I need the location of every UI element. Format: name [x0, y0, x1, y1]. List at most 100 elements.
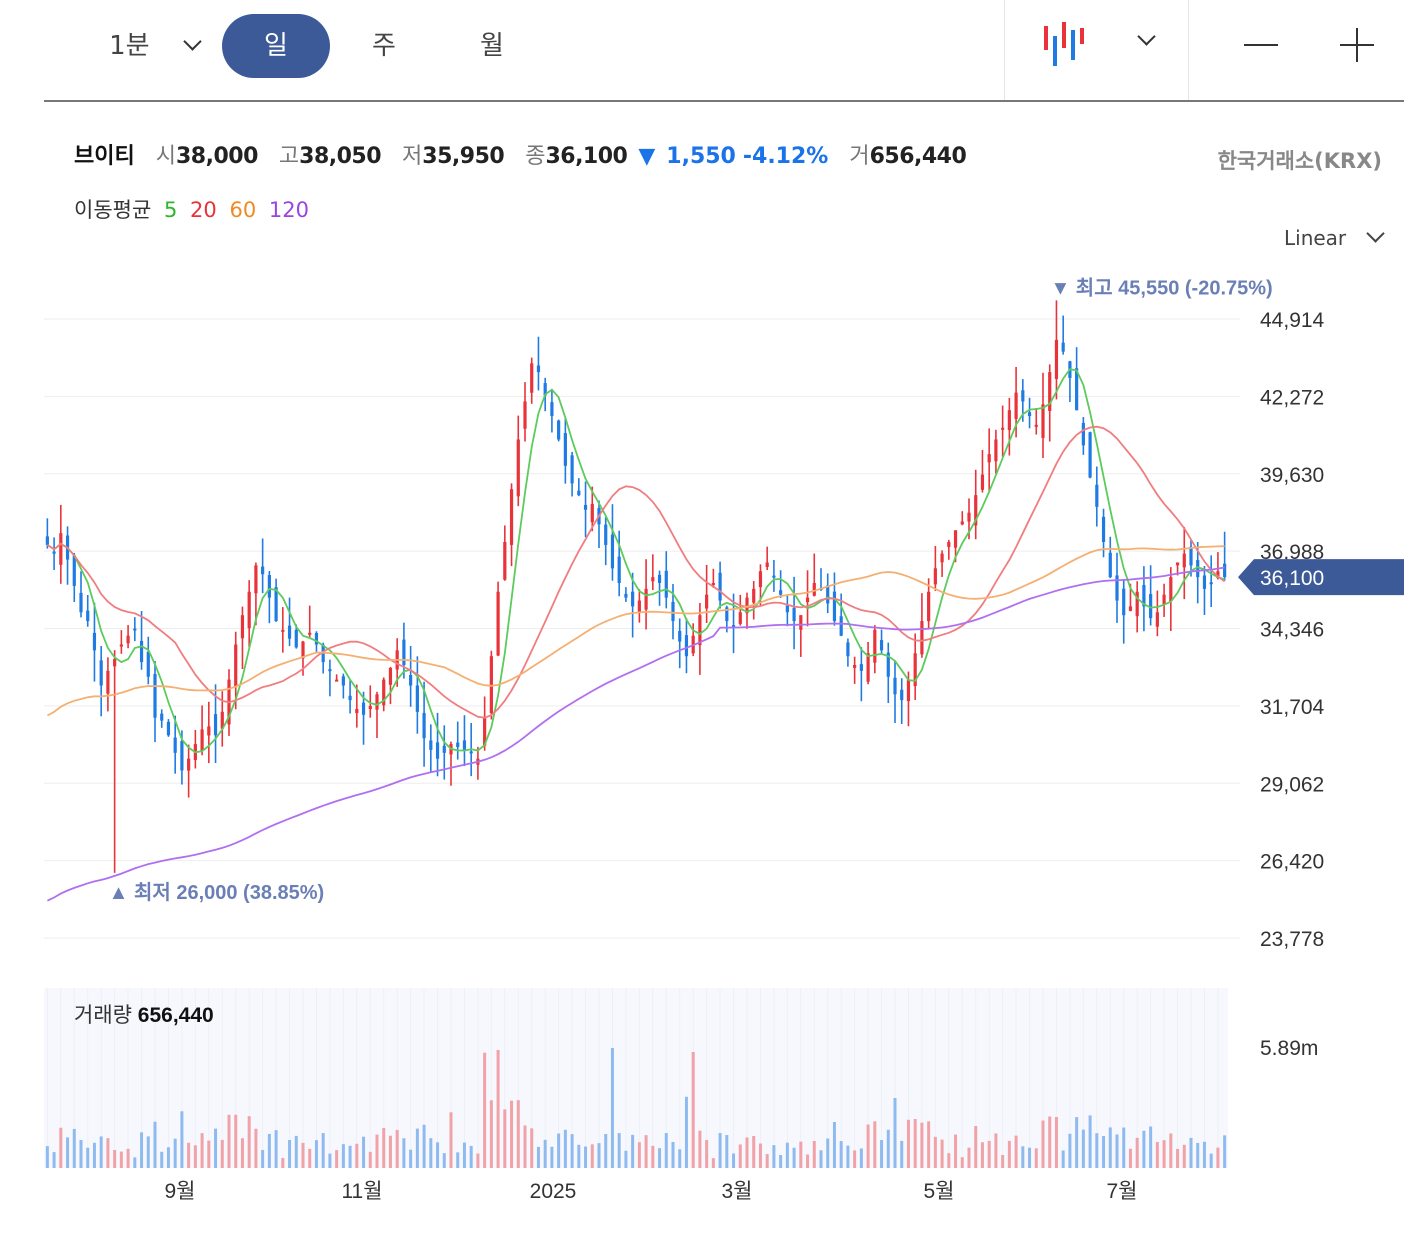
candle-body: [947, 541, 951, 547]
candle-body: [826, 585, 830, 604]
volume-bar: [1135, 1137, 1139, 1168]
candle-body: [745, 597, 749, 614]
candle-body: [705, 594, 709, 609]
candle-body: [812, 582, 816, 596]
y-tick-label: 31,704: [1260, 696, 1325, 719]
volume-bar: [933, 1136, 937, 1168]
candle-body: [893, 677, 897, 695]
volume-bar: [711, 1158, 715, 1168]
candle-body: [752, 588, 756, 603]
tab-day-label: 일: [264, 31, 288, 61]
candle-body: [496, 591, 500, 656]
zoom-in-button[interactable]: [1340, 28, 1374, 62]
ma-60-line: [46, 545, 1225, 717]
candle-body: [415, 685, 419, 712]
tab-day[interactable]: 일: [222, 14, 330, 78]
candle-body: [1054, 339, 1059, 379]
scale-selector[interactable]: Linear: [1284, 224, 1385, 250]
volume-bar: [496, 1050, 500, 1168]
candle-body: [866, 653, 870, 682]
candle-body: [886, 652, 890, 677]
volume-bar: [1169, 1133, 1173, 1168]
volume-bar: [395, 1129, 399, 1168]
volume-bar: [1081, 1129, 1085, 1168]
candlestick-chart-icon: [1044, 22, 1084, 66]
volume-bar: [819, 1150, 823, 1168]
candle-body: [671, 601, 675, 622]
volume-bar: [254, 1128, 258, 1168]
volume-bar: [658, 1148, 662, 1168]
volume-bar: [301, 1142, 305, 1168]
volume-bar: [449, 1112, 453, 1168]
volume-bar: [1209, 1153, 1213, 1168]
candle-body: [725, 607, 729, 622]
volume-bar: [516, 1100, 520, 1168]
interval-label: 1분: [109, 31, 150, 61]
candle-body: [489, 656, 493, 714]
zoom-out-button[interactable]: [1244, 44, 1278, 46]
volume-bar: [1034, 1148, 1038, 1168]
chart-type-selector[interactable]: [1040, 20, 1100, 70]
candle-body: [859, 664, 863, 671]
candle-body: [550, 402, 554, 417]
candle-body: [368, 705, 372, 710]
volume-bar: [954, 1134, 958, 1168]
candle-body: [119, 644, 123, 647]
tab-week[interactable]: 주: [330, 14, 438, 78]
candle-body: [429, 740, 433, 750]
open-value: 38,000: [175, 144, 258, 169]
candle-body: [1223, 563, 1227, 578]
volume-bar: [684, 1096, 688, 1168]
volume-bar: [314, 1140, 318, 1168]
candle-body: [570, 455, 574, 484]
y-tick-label: 39,630: [1260, 464, 1324, 487]
candle-body: [442, 745, 446, 753]
candle-body: [1128, 606, 1133, 611]
candle-body: [664, 570, 668, 598]
volume-bar: [200, 1133, 204, 1168]
candle-body: [846, 642, 850, 657]
volume-bar: [900, 1140, 904, 1168]
candle-body: [772, 575, 776, 578]
volume-bar: [308, 1148, 312, 1168]
candle-body: [583, 504, 588, 510]
volume-title-value: 656,440: [138, 1004, 214, 1027]
tab-month[interactable]: 월: [438, 14, 546, 78]
volume-bar: [893, 1098, 897, 1168]
volume-bar: [72, 1128, 76, 1168]
candle-body: [422, 712, 426, 739]
moving-average-legend[interactable]: 이동평균 5 20 60 120: [74, 194, 309, 224]
candle-body: [503, 541, 507, 580]
volume-bar: [1176, 1148, 1180, 1168]
volume-bar: [335, 1150, 339, 1168]
exchange-label: 한국거래소(KRX): [1217, 149, 1382, 173]
interval-selector[interactable]: 1분: [94, 14, 214, 78]
change-arrow-icon: ▼: [638, 144, 656, 169]
volume-bar: [140, 1132, 144, 1168]
candle-body: [678, 630, 682, 642]
candle-body: [906, 679, 911, 702]
candle-body: [644, 588, 648, 610]
candle-body: [166, 721, 171, 736]
volume-bar: [772, 1145, 776, 1168]
volume-bar: [873, 1121, 877, 1168]
y-tick-label: 26,420: [1260, 851, 1324, 874]
candle-body: [1209, 582, 1213, 585]
candle-body: [624, 593, 628, 598]
candle-body: [731, 625, 736, 628]
volume-bar: [1061, 1150, 1065, 1168]
volume-bar: [974, 1126, 978, 1168]
volume-bar: [758, 1143, 762, 1168]
candle-body: [1021, 390, 1025, 402]
volume-bar: [422, 1124, 426, 1168]
candle-body: [261, 566, 265, 575]
candle-body: [617, 556, 621, 583]
volume-bar: [1054, 1116, 1058, 1168]
volume-bar: [348, 1145, 352, 1168]
volume-bar: [1223, 1135, 1227, 1168]
candle-body: [113, 659, 117, 667]
period-toolbar: 1분 일 주 월: [44, 0, 1404, 102]
candle-body: [839, 616, 843, 636]
candle-body: [853, 664, 857, 668]
